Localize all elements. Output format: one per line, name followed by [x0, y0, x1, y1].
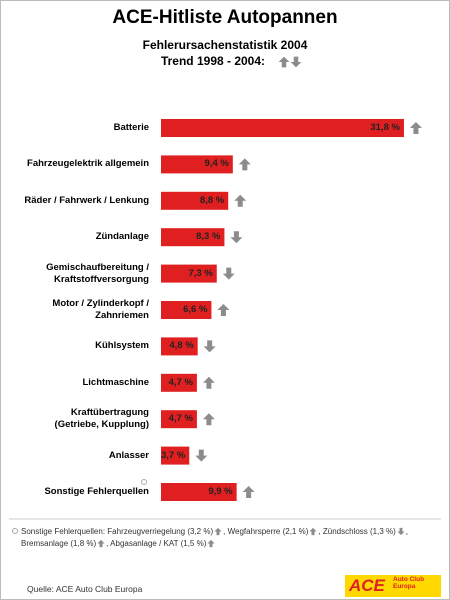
footnote-item: Abgasanlage / KAT (1,5 %) [110, 539, 207, 548]
value-label: 31,8 % [370, 122, 400, 133]
trend-arrow [202, 376, 215, 389]
trend-arrow [278, 56, 290, 68]
trend-arrow [222, 267, 235, 280]
trend-arrow [234, 194, 247, 207]
value-label: 6,6 % [183, 304, 208, 315]
bar [161, 337, 198, 356]
footnote-item: Bremsanlage (1,8 %) [21, 539, 97, 548]
trend-arrow [230, 231, 243, 244]
bar [161, 410, 197, 429]
bar [161, 155, 233, 174]
footnote-marker [12, 528, 18, 534]
footnote-item: Wegfahrsperre (2,1 %) [227, 527, 309, 536]
trend-icon [309, 528, 317, 536]
value-label: 8,3 % [196, 231, 221, 243]
trend-icon [207, 540, 215, 548]
category-label: Fahrzeugelektrik allgemein [27, 158, 149, 170]
value-label: 7,3 % [188, 267, 213, 279]
trend-arrow [409, 122, 422, 134]
value-label: 4,7 % [168, 413, 193, 425]
bar [161, 264, 217, 283]
bar [161, 373, 197, 392]
bar [161, 483, 237, 501]
category-label: Batterie [113, 122, 149, 133]
trend-arrow [217, 304, 230, 316]
logo: ACE Auto Club Europa [345, 575, 441, 597]
trend-arrow [309, 528, 317, 536]
value-label: 4,7 % [168, 376, 193, 388]
category-label: Kühlsystem [95, 340, 149, 352]
trend-arrow [238, 158, 251, 171]
trend-arrow [207, 540, 215, 548]
bar [161, 119, 404, 137]
bar [161, 191, 229, 210]
footnote-item: Zündschloss (1,3 %) [322, 527, 396, 536]
category-label: Zündanlage [95, 231, 149, 243]
value-label: 3,7 % [160, 449, 186, 461]
trend-icon [214, 528, 222, 536]
category-label: Sonstige Fehlerquellen [44, 486, 149, 497]
bar [161, 446, 190, 465]
category-label: Kraftübertragung (Getriebe, Kupplung) [54, 407, 149, 431]
bar [161, 301, 212, 319]
logo-name: ACE [349, 576, 385, 595]
category-label: Anlasser [108, 449, 149, 461]
logo-text: Auto Club Europa [393, 576, 425, 590]
chart-title: ACE-Hitliste Autopannen [112, 7, 338, 28]
category-label: Motor / Zylinderkopf / Zahnriemen [52, 298, 149, 321]
footnote-intro: Sonstige Fehlerquellen: [21, 527, 106, 536]
value-label: 9,9 % [208, 486, 233, 497]
trend-arrow [202, 413, 215, 426]
trend-arrow [203, 340, 216, 353]
footnote: Sonstige Fehlerquellen: Fahrzeugverriege… [21, 527, 409, 548]
value-label: 8,8 % [199, 194, 225, 206]
value-label: 4,8 % [169, 340, 194, 352]
trend-arrow [97, 540, 105, 548]
category-label: Gemischaufbereitung / Kraftstoffversorgu… [46, 261, 149, 285]
trend-arrow [397, 528, 405, 536]
trend-icon [97, 540, 105, 548]
chart-subtitle: Trend 1998 - 2004: [160, 54, 266, 68]
footnote-item: Fahrzeugverriegelung (3,2 %) [107, 527, 214, 536]
value-label: 9,4 % [204, 158, 229, 170]
trend-arrow [242, 486, 255, 498]
source: Quelle: ACE Auto Club Europa [27, 584, 143, 594]
trend-arrow [290, 56, 302, 68]
category-label: Räder / Fahrwerk / Lenkung [24, 194, 149, 206]
chart-subtitle: Fehlerursachenstatistik 2004 [142, 38, 308, 52]
bar [161, 228, 225, 247]
category-label: Lichtmaschine [82, 376, 149, 388]
trend-arrow [214, 528, 222, 536]
footnote-marker [141, 479, 147, 485]
trend-arrow [195, 449, 208, 462]
trend-icon [397, 528, 405, 536]
